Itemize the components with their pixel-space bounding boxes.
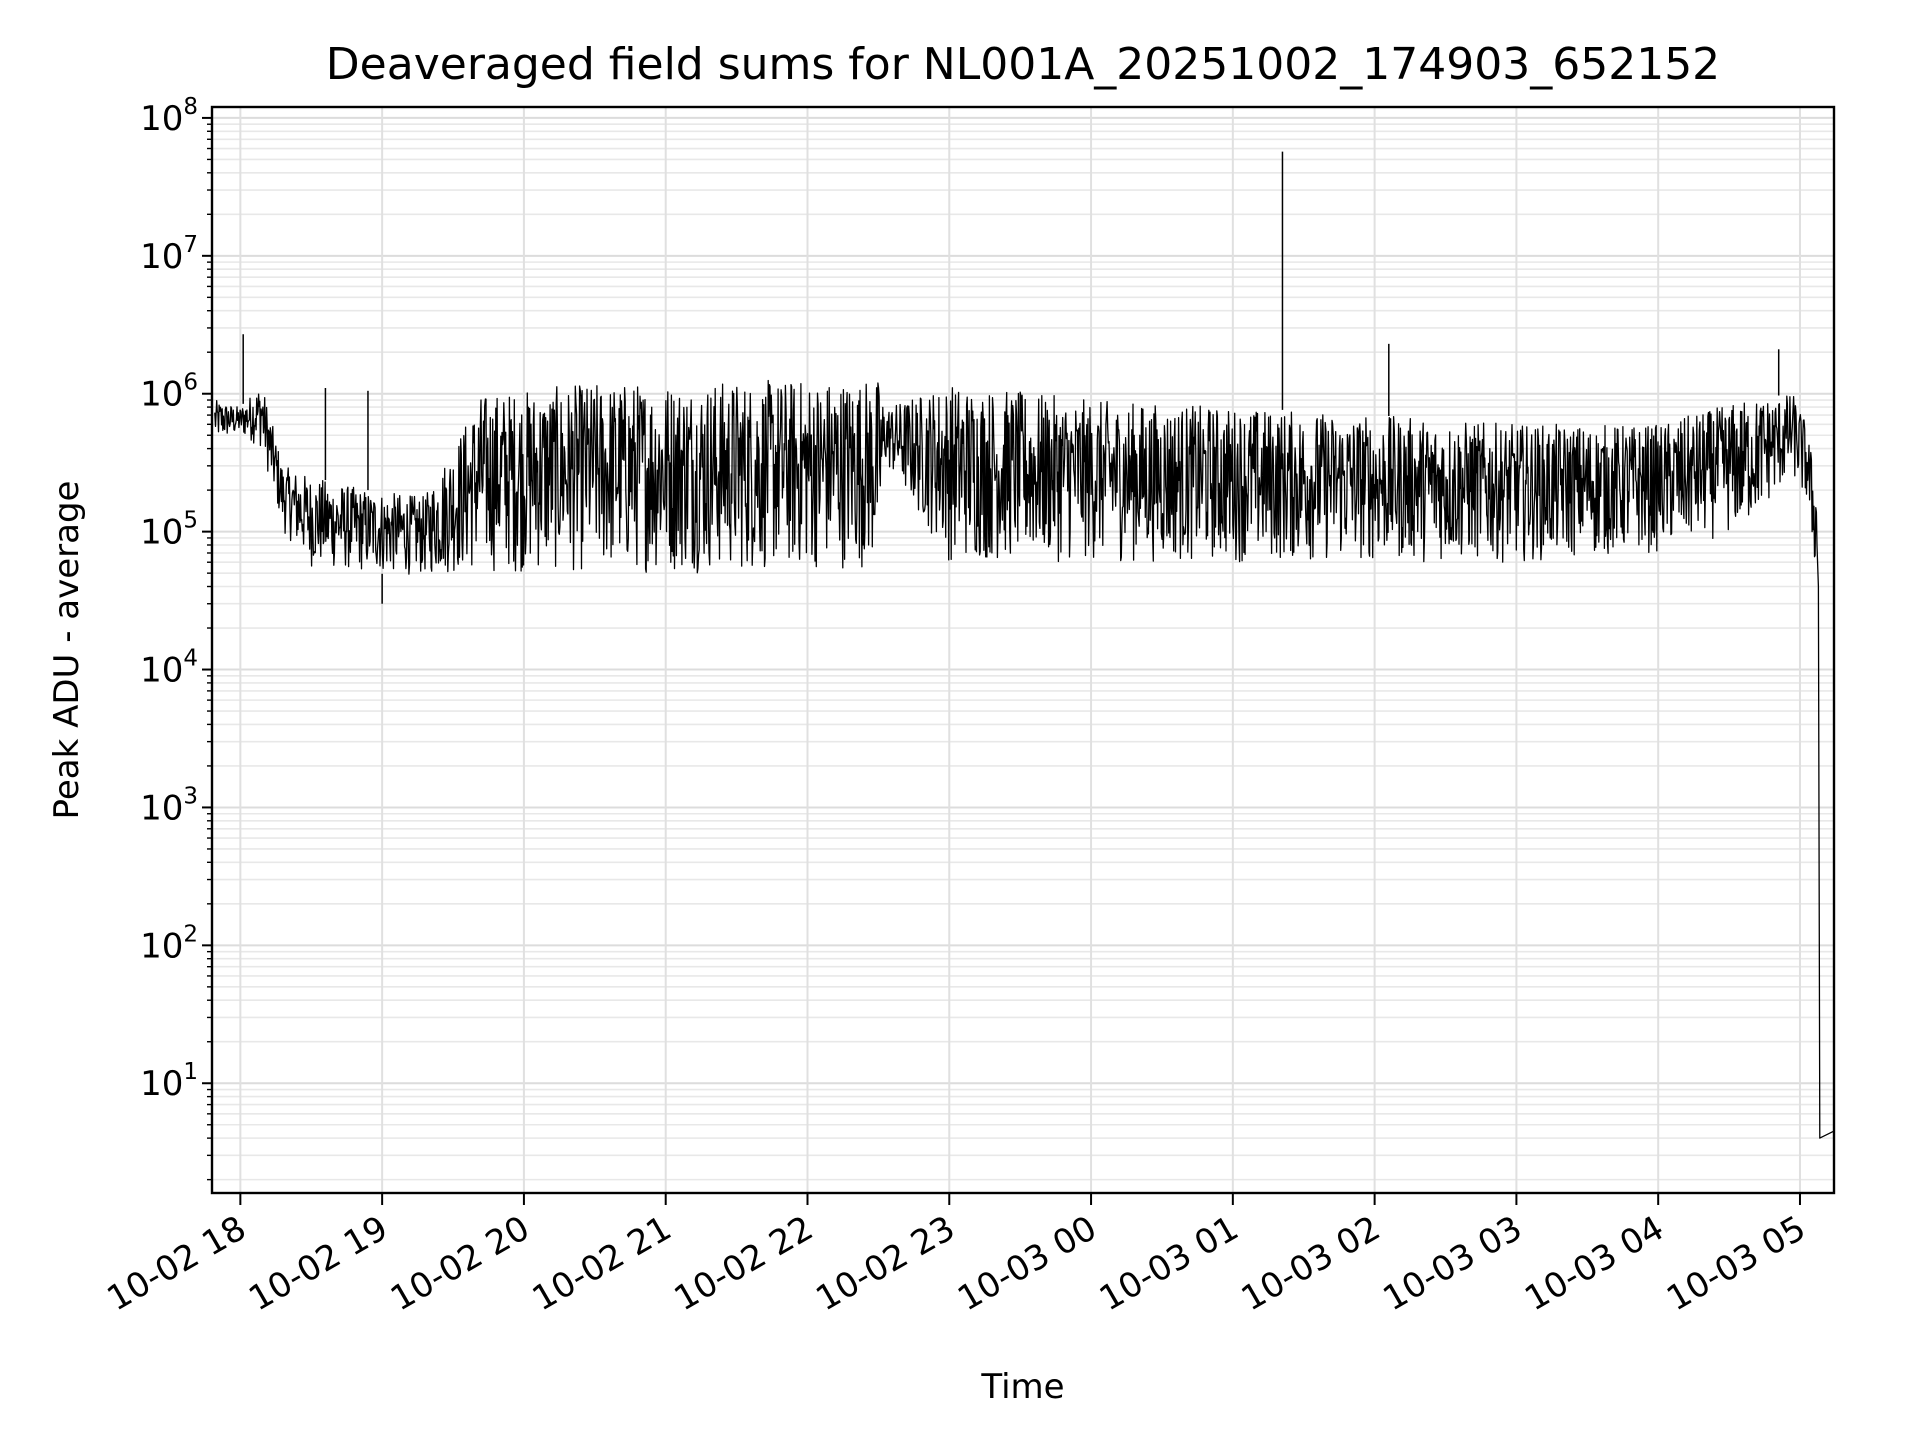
x-tick-label: 10-02 23 <box>809 1208 961 1319</box>
chart-title: Deaveraged field sums for NL001A_2025100… <box>326 39 1720 90</box>
y-tick-label: 106 <box>140 370 198 415</box>
plot-frame <box>210 105 1836 1195</box>
x-tick-label: 10-02 19 <box>242 1208 394 1319</box>
x-tick-label: 10-03 02 <box>1235 1208 1387 1319</box>
x-tick-label: 10-02 20 <box>384 1208 536 1319</box>
x-axis-label: Time <box>980 1367 1064 1407</box>
x-tick-label: 10-02 18 <box>100 1208 252 1319</box>
x-tick-label: 10-02 22 <box>668 1208 820 1319</box>
y-tick-label: 108 <box>140 94 198 139</box>
y-tick-label: 105 <box>140 508 198 553</box>
y-tick-label: 107 <box>140 232 198 277</box>
y-tick-label: 101 <box>140 1059 198 1104</box>
grid-lines <box>212 107 1834 1193</box>
y-axis: 101 102 103 104 105 106 107 108 <box>140 94 212 1181</box>
y-tick-label: 103 <box>140 783 198 828</box>
x-tick-label: 10-03 05 <box>1660 1208 1812 1319</box>
series-line <box>214 151 1835 1139</box>
x-tick-label: 10-03 01 <box>1093 1208 1245 1319</box>
x-tick-label: 10-03 00 <box>951 1208 1103 1319</box>
y-axis-label: Peak ADU - average <box>47 481 87 820</box>
x-tick-label: 10-03 04 <box>1518 1208 1670 1319</box>
plot-area <box>212 107 1834 1193</box>
x-tick-label: 10-03 03 <box>1377 1208 1529 1319</box>
series-path <box>214 379 1835 1139</box>
x-tick-label: 10-02 21 <box>526 1208 678 1319</box>
y-tick-label: 102 <box>140 921 198 966</box>
y-tick-label: 104 <box>140 646 198 691</box>
